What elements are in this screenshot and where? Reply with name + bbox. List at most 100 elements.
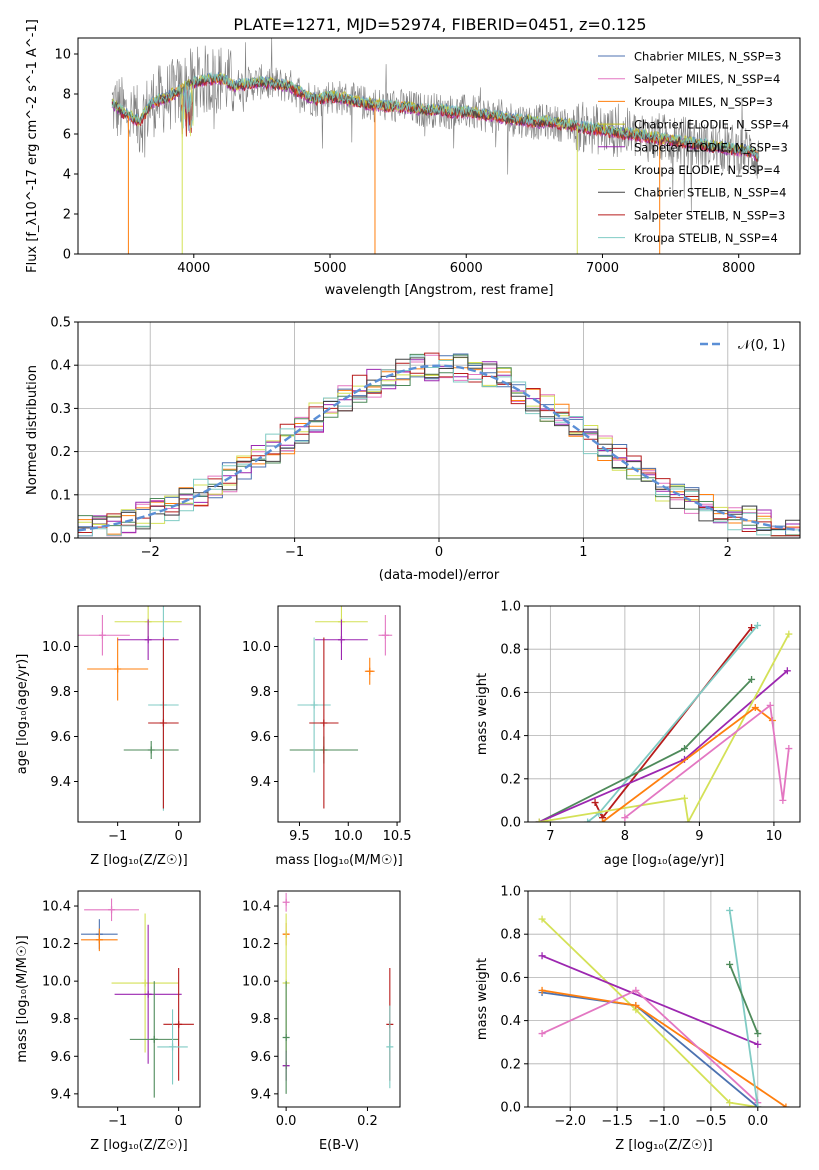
y-tick-label: 10.0: [42, 975, 71, 990]
axes-frame: [77, 37, 801, 255]
x-axis-label: age [log₁₀(age/yr)]: [604, 853, 725, 868]
x-axis-label: (data-model)/error: [379, 568, 500, 583]
series-point: [538, 1030, 546, 1038]
axes-frame: [277, 605, 401, 823]
series-point: [751, 704, 759, 712]
data-point: [282, 1034, 290, 1041]
y-tick-label: 10.0: [242, 640, 271, 655]
y-tick-label: 0.0: [50, 532, 71, 547]
series-point: [726, 906, 734, 914]
y-tick-label: 10.0: [242, 975, 271, 990]
series-point: [748, 675, 756, 683]
x-tick-label: 8: [621, 829, 629, 844]
legend-label: Salpeter STELIB, N_SSP=3: [634, 208, 785, 222]
x-tick-label: 6000: [450, 261, 483, 276]
y-tick-label: 9.6: [50, 730, 71, 745]
series-point: [632, 986, 640, 994]
series-line: [541, 991, 759, 1107]
y-tick-label: 10.2: [42, 937, 71, 952]
data-point: [98, 631, 106, 639]
series-point: [538, 986, 546, 994]
data-point: [386, 1043, 394, 1051]
x-tick-label: 0: [175, 1114, 183, 1129]
y-tick-label: 9.8: [50, 1012, 71, 1027]
data-point: [147, 746, 155, 754]
series-line: [541, 954, 759, 1046]
y-tick-label: 0.6: [500, 971, 521, 986]
y-tick-label: 0.4: [500, 1014, 521, 1029]
series-point: [726, 1099, 734, 1107]
y-tick-label: 0.8: [500, 643, 521, 658]
data-point: [144, 990, 152, 998]
x-axis-label: Z [log₁₀(Z/Z☉)]: [615, 1138, 712, 1153]
series-point: [535, 818, 543, 822]
panel-spectrum: 4000 5000 6000 7000 8000 0 2 4 6 8 10 wavelength [A…: [25, 19, 801, 298]
y-tick-label: 0.2: [500, 772, 521, 787]
data-point: [141, 979, 149, 987]
y-tick-label: 0.2: [50, 445, 71, 460]
series-point: [680, 794, 688, 802]
series-line: [541, 918, 758, 1107]
y-tick-label: 4: [63, 168, 71, 183]
y-tick-label: 9.4: [50, 1087, 71, 1102]
legend-label: Kroupa ELODIE, N_SSP=4: [634, 163, 780, 177]
y-tick-label: 0: [63, 248, 71, 263]
y-axis-label: mass weight: [475, 958, 490, 1040]
data-point: [310, 701, 318, 709]
series-point: [538, 952, 546, 960]
plot-area: [289, 606, 393, 809]
legend-label: Chabrier MILES, N_SSP=3: [634, 50, 781, 64]
data-point: [175, 1020, 183, 1028]
y-tick-label: 0.4: [50, 359, 71, 374]
y-tick-label: 9.6: [50, 1050, 71, 1065]
axes-frame: [77, 605, 201, 823]
series-line: [624, 703, 790, 819]
x-tick-label: −1.5: [601, 1114, 633, 1129]
y-axis-label: Normed distribution: [25, 365, 40, 495]
x-tick-label: 8000: [722, 261, 755, 276]
y-tick-label: 9.6: [250, 1050, 271, 1065]
y-tick-label: 10: [54, 48, 71, 63]
series-point: [783, 667, 791, 675]
x-axis-label: Z [log₁₀(Z/Z☉)]: [90, 1138, 187, 1153]
x-tick-label: 1: [579, 545, 587, 560]
series-line: [728, 910, 759, 1107]
data-point: [114, 665, 122, 673]
x-tick-label: 10.0: [334, 829, 363, 844]
y-axis-label: mass weight: [475, 673, 490, 755]
residual-histogram: [78, 355, 800, 537]
y-axis-label: mass [log₁₀(M/M☉)]: [15, 935, 30, 1062]
panel-massweight-vs-metallicity: −2.0 −1.5 −1.0 −0.5 0.0 0.0 0.2 0.4 0.6 0.8 1.0 Z […: [475, 885, 801, 1153]
series-point: [779, 796, 787, 804]
panel-age-vs-mass: 9.5 10.0 10.5 9.4 9.6 9.8 10.0 mass [log₁₀(M/M☉…: [242, 605, 412, 868]
x-tick-label: 9.5: [289, 829, 310, 844]
axes-frame: [77, 890, 201, 1108]
series-line: [601, 706, 773, 822]
y-tick-label: 6: [63, 128, 71, 143]
series-point: [538, 915, 546, 923]
y-tick-label: 10.0: [42, 640, 71, 655]
legend-label: 𝒩(0, 1): [738, 338, 785, 353]
series-line: [539, 633, 790, 822]
y-tick-label: 10.4: [42, 900, 71, 915]
y-tick-label: 0.5: [50, 316, 71, 331]
data-point: [381, 631, 389, 639]
y-tick-label: 10.2: [242, 937, 271, 952]
x-axis-label: mass [log₁₀(M/M☉)]: [275, 853, 402, 868]
series-line: [587, 624, 759, 822]
series-line: [728, 964, 759, 1034]
y-tick-label: 9.6: [250, 730, 271, 745]
y-tick-label: 1.0: [500, 600, 521, 615]
series-point: [754, 1030, 762, 1038]
residual-histogram: [78, 356, 800, 531]
series-point: [785, 630, 793, 638]
x-tick-label: 0: [175, 829, 183, 844]
y-tick-label: 10.4: [242, 900, 271, 915]
series-line: [538, 678, 753, 822]
panel-mass-vs-ebv: 0.0 0.2 9.4 9.6 9.8 10.0 10.2 10.4 E(B-V): [242, 890, 401, 1153]
x-tick-label: 0: [435, 545, 443, 560]
series-point: [591, 799, 599, 807]
series-point: [726, 960, 734, 968]
y-tick-label: 9.8: [250, 685, 271, 700]
x-tick-label: 10.5: [383, 829, 412, 844]
